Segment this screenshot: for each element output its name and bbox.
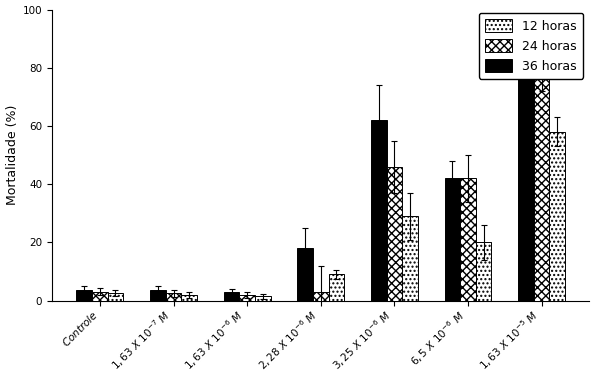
- Bar: [518, 39, 534, 301]
- Bar: [150, 290, 166, 301]
- Bar: [313, 292, 328, 301]
- Bar: [402, 216, 418, 301]
- Bar: [255, 296, 271, 301]
- Bar: [371, 120, 387, 301]
- Bar: [387, 167, 402, 301]
- Bar: [549, 132, 565, 301]
- Bar: [298, 248, 313, 301]
- Bar: [92, 292, 108, 301]
- Legend: 12 horas, 24 horas, 36 horas: 12 horas, 24 horas, 36 horas: [478, 13, 583, 79]
- Bar: [108, 293, 123, 301]
- Bar: [534, 80, 549, 301]
- Bar: [224, 292, 239, 301]
- Y-axis label: Mortalidade (%): Mortalidade (%): [5, 105, 18, 205]
- Bar: [476, 243, 491, 301]
- Bar: [460, 179, 476, 301]
- Bar: [166, 293, 181, 301]
- Bar: [444, 179, 460, 301]
- Bar: [239, 295, 255, 301]
- Bar: [328, 274, 344, 301]
- Bar: [77, 290, 92, 301]
- Bar: [181, 295, 197, 301]
